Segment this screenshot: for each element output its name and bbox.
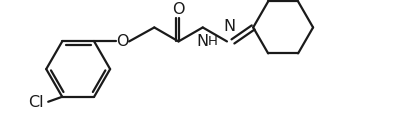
Text: N: N xyxy=(223,19,235,34)
Text: H: H xyxy=(208,35,218,48)
Text: N: N xyxy=(197,34,209,49)
Text: O: O xyxy=(116,34,128,49)
Text: O: O xyxy=(172,2,185,17)
Text: Cl: Cl xyxy=(28,95,44,110)
